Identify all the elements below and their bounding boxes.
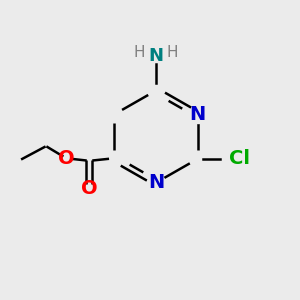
Text: N: N	[148, 173, 164, 192]
Text: H: H	[134, 45, 145, 60]
Text: N: N	[189, 105, 206, 124]
Text: Cl: Cl	[229, 149, 250, 168]
Text: N: N	[148, 47, 164, 65]
Text: O: O	[81, 179, 98, 198]
Text: O: O	[58, 149, 75, 168]
Text: H: H	[167, 45, 178, 60]
